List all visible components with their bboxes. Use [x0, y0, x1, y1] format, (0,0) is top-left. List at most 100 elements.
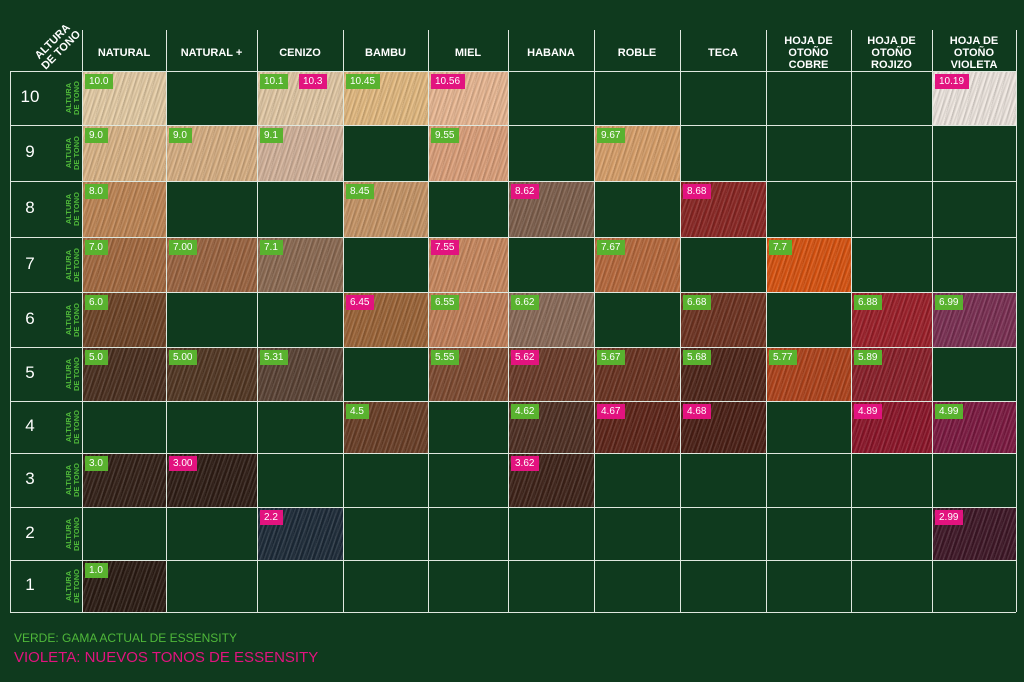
hair-swatch[interactable]: 1.0: [82, 560, 166, 612]
row-number: 6: [25, 308, 35, 328]
column-header-line: COBRE: [788, 58, 829, 71]
hair-swatch[interactable]: 7.1: [257, 237, 343, 292]
hair-swatch[interactable]: 9.1: [257, 125, 343, 181]
shade-code-tag: 7.0: [85, 240, 108, 255]
grid-line-vertical: [932, 30, 933, 612]
shade-code-tag: 6.45: [346, 295, 375, 310]
shade-code-tag: 6.88: [854, 295, 883, 310]
hair-swatch[interactable]: 3.62: [508, 453, 594, 507]
column-header: HOJA DE OTOÑO ROJIZO: [851, 30, 932, 71]
hair-swatch[interactable]: 6.88: [851, 292, 932, 347]
shade-code-tag: 4.99: [935, 404, 964, 419]
row-number: 8: [25, 198, 35, 217]
hair-swatch[interactable]: 10.19: [932, 71, 1016, 125]
row-number: 9: [25, 142, 35, 161]
row-number: 3: [25, 469, 35, 488]
hair-swatch[interactable]: 8.68: [680, 181, 766, 237]
hair-swatch[interactable]: 6.55: [428, 292, 508, 347]
hair-swatch[interactable]: 5.67: [594, 347, 680, 401]
hair-swatch[interactable]: 4.67: [594, 401, 680, 453]
grid-line-horizontal: [10, 560, 1016, 561]
shade-code-tag: 6.55: [431, 295, 460, 310]
grid-line-vertical: [851, 30, 852, 612]
hair-swatch[interactable]: 4.68: [680, 401, 766, 453]
hair-swatch[interactable]: 3.00: [166, 453, 257, 507]
shade-code-tag: 5.77: [769, 350, 798, 365]
row-sublabel: ALTURA DE TONO: [64, 74, 81, 122]
hair-swatch[interactable]: 8.0: [82, 181, 166, 237]
hair-swatch[interactable]: 4.62: [508, 401, 594, 453]
hair-swatch[interactable]: 10.0: [82, 71, 166, 125]
column-header: HOJA DE OTOÑO VIOLETA: [932, 30, 1016, 71]
hair-swatch[interactable]: 10.45: [343, 71, 428, 125]
row-sublabel: ALTURA DE TONO: [64, 350, 81, 398]
hair-swatch[interactable]: 7.00: [166, 237, 257, 292]
hair-swatch[interactable]: 9.0: [166, 125, 257, 181]
color-chart: ALTURA DE TONO NATURAL NATURAL + CENIZO BAM…: [10, 8, 1018, 614]
hair-swatch[interactable]: 6.45: [343, 292, 428, 347]
grid-line-vertical: [257, 30, 258, 612]
hair-swatch[interactable]: 2.2: [257, 507, 343, 560]
hair-swatch[interactable]: 5.0: [82, 347, 166, 401]
hair-swatch[interactable]: 8.45: [343, 181, 428, 237]
column-header-line: MIEL: [454, 46, 482, 59]
hair-swatch[interactable]: 5.89: [851, 347, 932, 401]
column-header-line: HOJA DE OTOÑO: [949, 34, 999, 59]
hair-swatch[interactable]: 9.67: [594, 125, 680, 181]
hair-swatch[interactable]: 3.0: [82, 453, 166, 507]
shade-code-tag: 10.3: [299, 74, 328, 89]
hair-swatch[interactable]: 4.89: [851, 401, 932, 453]
hair-swatch[interactable]: 5.55: [428, 347, 508, 401]
grid-line-vertical: [82, 30, 83, 612]
hair-swatch[interactable]: 6.62: [508, 292, 594, 347]
hair-swatch[interactable]: 5.68: [680, 347, 766, 401]
hair-swatch[interactable]: 2.99: [932, 507, 1016, 560]
hair-swatch[interactable]: 7.7: [766, 237, 851, 292]
column-header: HOJA DE OTOÑO COBRE: [766, 30, 851, 71]
column-header-line: NATURAL +: [180, 46, 243, 59]
hair-swatch[interactable]: 6.0: [82, 292, 166, 347]
grid-line-horizontal: [10, 181, 1016, 182]
hair-swatch[interactable]: 7.55: [428, 237, 508, 292]
shade-code-tag: 10.56: [431, 74, 466, 89]
row-sublabel: ALTURA DE TONO: [64, 241, 81, 289]
grid-line-vertical: [508, 30, 509, 612]
hair-swatch[interactable]: 5.77: [766, 347, 851, 401]
column-header: TECA: [680, 30, 766, 71]
row-sublabel-line-2: DE TONO: [72, 516, 81, 551]
hair-swatch[interactable]: 10.1 10.3: [257, 71, 343, 125]
shade-code-tag: 5.62: [511, 350, 540, 365]
shade-code-tag: 9.0: [85, 128, 108, 143]
hair-swatch[interactable]: 4.99: [932, 401, 1016, 453]
grid-line-horizontal: [10, 71, 1016, 72]
hair-swatch[interactable]: 6.68: [680, 292, 766, 347]
hair-swatch[interactable]: 5.00: [166, 347, 257, 401]
row-sublabel: ALTURA DE TONO: [64, 510, 81, 558]
column-header-line: HOJA DE OTOÑO: [784, 34, 833, 59]
hair-swatch[interactable]: 10.56: [428, 71, 508, 125]
row-number: 10: [20, 87, 40, 106]
shade-code-tag: 1.0: [85, 563, 108, 578]
shade-code-tag: 9.0: [169, 128, 192, 143]
hair-swatch[interactable]: 7.0: [82, 237, 166, 292]
row-sublabel: ALTURA DE TONO: [64, 456, 81, 504]
shade-code-tag: 10.19: [935, 74, 970, 89]
shade-code-tag: 5.89: [854, 350, 883, 365]
row-sublabel-line-2: DE TONO: [72, 356, 81, 392]
hair-swatch[interactable]: 8.62: [508, 181, 594, 237]
column-header-line: HABANA: [527, 46, 575, 59]
hair-swatch[interactable]: 7.67: [594, 237, 680, 292]
row-number: 4: [25, 416, 35, 435]
hair-swatch[interactable]: 9.55: [428, 125, 508, 181]
shade-code-tag: 2.99: [935, 510, 964, 525]
shade-code-tag: 4.5: [346, 404, 369, 419]
hair-swatch[interactable]: 6.99: [932, 292, 1016, 347]
hair-swatch[interactable]: 5.62: [508, 347, 594, 401]
shade-code-tag: 4.67: [597, 404, 626, 419]
shade-code-tag: 6.0: [85, 295, 108, 310]
grid-line-vertical: [343, 30, 344, 612]
shade-code-tag: 5.67: [597, 350, 626, 365]
hair-swatch[interactable]: 5.31: [257, 347, 343, 401]
hair-swatch[interactable]: 4.5: [343, 401, 428, 453]
hair-swatch[interactable]: 9.0: [82, 125, 166, 181]
